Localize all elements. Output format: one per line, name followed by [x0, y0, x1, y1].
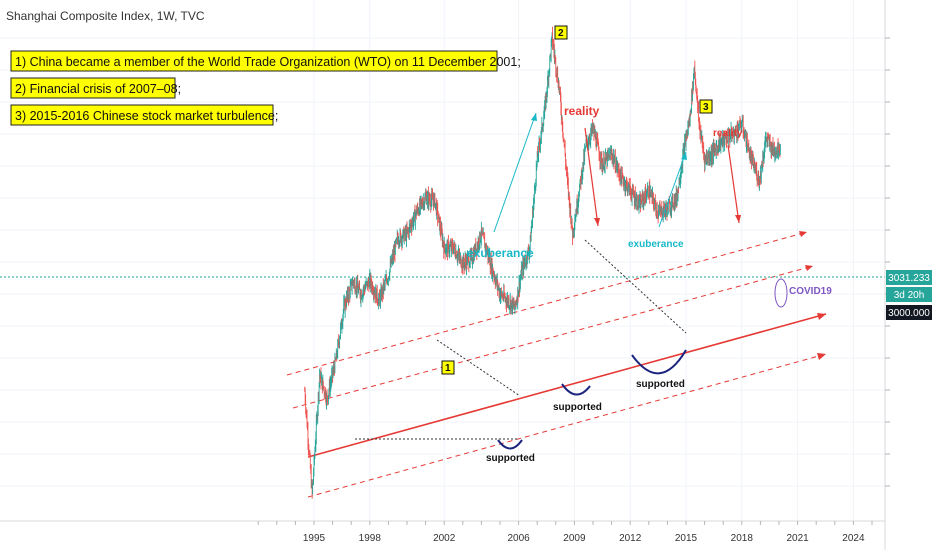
support-trend-arrowhead: [817, 313, 826, 320]
last-price-tag-bg: [886, 270, 932, 285]
reality-arrow-2: [727, 144, 740, 224]
covid-label: COVID19: [789, 286, 832, 297]
supported-label-3: supported: [636, 379, 685, 390]
dotted-line-2009-2014: [584, 239, 687, 334]
x-tick-label: 2012: [619, 533, 642, 544]
supported-label-1: supported: [486, 453, 535, 464]
event-marker-3: 3: [703, 102, 709, 113]
event-marker-box-1: [441, 360, 455, 375]
note-text-2: 2) Financial crisis of 2007–08;: [15, 82, 181, 96]
price-scale-ticks: [885, 37, 890, 487]
reality-arrowhead-1: [594, 218, 600, 226]
exuberance-arrow-2: [658, 151, 687, 228]
price-bars: [304, 26, 781, 499]
last-price-tag: 3031.233: [888, 273, 930, 284]
channel-mid-arrowhead: [805, 265, 813, 271]
x-tick-label: 2021: [786, 533, 809, 544]
event-marker-box-2: [554, 25, 568, 40]
event-marker-1: 1: [445, 363, 451, 374]
note-text-1: 1) China became a member of the World Tr…: [15, 55, 521, 69]
reality-label-2: reality: [713, 128, 743, 139]
time-scale: 1995 1998 2002 2006 2009 2012 2015 2018 2021 2024: [0, 520, 885, 544]
dotted-trend-lines: [355, 239, 687, 440]
exuberance-arrowhead-1: [531, 113, 537, 121]
trend-channel: [286, 231, 827, 498]
x-tick-label: 2002: [433, 533, 456, 544]
countdown-tag-bg: [886, 287, 932, 302]
supported-arcs: [497, 349, 687, 450]
countdown-tag: 3d 20h: [894, 290, 925, 301]
reality-arrow-1: [584, 127, 599, 227]
channel-lower-arrowhead: [817, 353, 826, 360]
price-scale: 3031.233 3d 20h 3000.000: [884, 0, 932, 550]
note-box-2: [10, 77, 176, 99]
event-marker-box-3: [699, 99, 713, 114]
x-tick-label: 2009: [563, 533, 586, 544]
x-tick-label: 1995: [303, 533, 326, 544]
notes-panel: 1) China became a member of the World Tr…: [10, 50, 521, 126]
supported-arc-2005: [497, 439, 523, 450]
channel-lower-dashed-line: [307, 353, 827, 498]
exuberance-label-1: exuberance: [467, 246, 534, 260]
x-tick-label: 2018: [731, 533, 754, 544]
chart-title: Shanghai Composite Index, 1W, TVC: [6, 9, 205, 23]
note-text-3: 3) 2015-2016 Chinese stock market turbul…: [15, 109, 278, 123]
channel-upper-dashed-line: [286, 231, 808, 376]
dotted-line-2001-2005: [436, 339, 521, 397]
x-tick-label: 2024: [842, 533, 865, 544]
covid-ellipse: [774, 278, 788, 308]
event-markers: 1 2 3: [441, 25, 713, 375]
event-marker-2: 2: [558, 28, 564, 39]
supported-label-2: supported: [553, 402, 602, 413]
exuberance-arrowhead-2: [681, 152, 687, 160]
x-tick-label: 2015: [675, 533, 698, 544]
exuberance-label-2: exuberance: [628, 239, 684, 250]
support-trend-line: [307, 313, 827, 458]
reality-arrowhead-2: [735, 215, 741, 223]
reality-label-1: reality: [564, 104, 600, 118]
channel-upper-arrowhead: [799, 231, 807, 237]
exuberance-arrow-1: [493, 112, 537, 233]
annotation-arrows: [493, 112, 741, 233]
crosshair-price-tag-bg: [886, 305, 932, 320]
note-box-3: [10, 104, 274, 126]
x-tick-label: 1998: [359, 533, 382, 544]
supported-arc-2013: [631, 349, 687, 375]
supported-arc-2008: [561, 383, 591, 396]
x-tick-label: 2006: [507, 533, 530, 544]
note-box-1: [10, 50, 498, 72]
x-axis-ticks: 1995 1998 2002 2006 2009 2012 2015 2018 2021 2024: [257, 521, 873, 544]
crosshair-price-tag: 3000.000: [888, 308, 930, 319]
